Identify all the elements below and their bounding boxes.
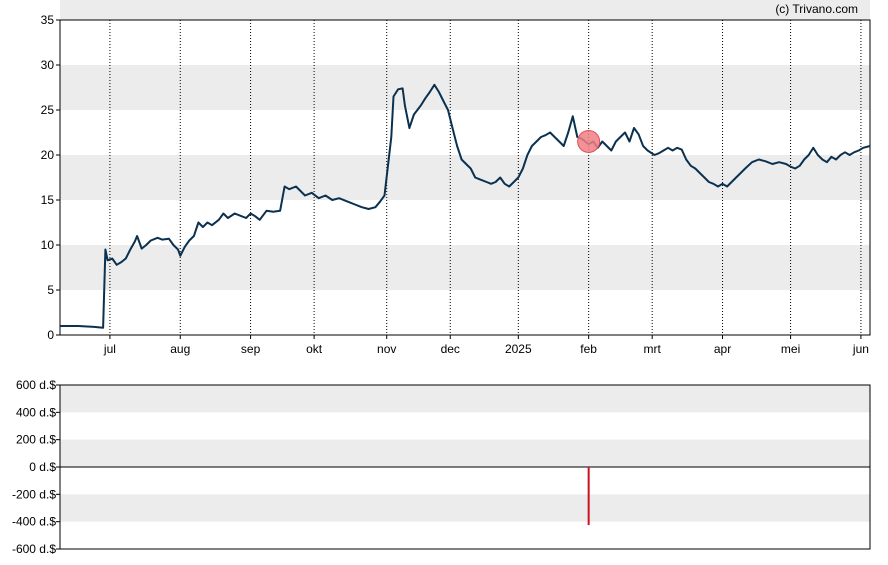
volume-y-tick-label: 200 d.$ [16, 433, 56, 447]
price-grid-band [60, 0, 870, 20]
event-marker [577, 130, 601, 153]
x-tick-label-mei: mei [781, 342, 800, 356]
price-panel-series [60, 83, 871, 329]
x-tick-label-nov: nov [377, 342, 396, 356]
price-grid-band [60, 65, 870, 110]
y-tick-label-30: 30 [41, 58, 55, 72]
price-grid-band [60, 245, 870, 290]
chart-credit: (c) Trivano.com [775, 2, 858, 16]
volume-y-tick-label: 400 d.$ [16, 405, 56, 419]
y-tick-label-10: 10 [41, 238, 55, 252]
price-panel-bands [60, 0, 870, 290]
volume-y-tick-label: -400 d.$ [12, 515, 56, 529]
y-tick-label-5: 5 [47, 283, 54, 297]
volume-panel-bands [60, 385, 870, 522]
x-tick-label-apr: apr [714, 342, 731, 356]
volume-grid-band [60, 385, 870, 413]
x-tick-label-aug: aug [170, 342, 190, 356]
price-line [60, 83, 871, 329]
y-tick-label-0: 0 [47, 328, 54, 342]
x-tick-label-okt: okt [306, 342, 323, 356]
volume-grid-band [60, 494, 870, 522]
x-tick-label-dec: dec [441, 342, 460, 356]
price-panel-frame [59, 19, 871, 336]
y-tick-label-15: 15 [41, 193, 55, 207]
x-tick-label-mrt: mrt [644, 342, 662, 356]
price-panel-x-axis: jul aug sep okt nov dec 2025 feb mrt apr mei jun [103, 335, 869, 356]
x-tick-label-jun: jun [852, 342, 869, 356]
x-tick-label-feb: feb [580, 342, 597, 356]
volume-y-tick-label: -600 d.$ [12, 542, 56, 556]
x-tick-label-jul: jul [103, 342, 116, 356]
volume-grid-band [60, 439, 870, 467]
y-tick-label-25: 25 [41, 103, 55, 117]
y-tick-label-35: 35 [41, 13, 55, 27]
volume-y-tick-label: 0 d.$ [29, 460, 56, 474]
volume-y-tick-label: 600 d.$ [16, 378, 56, 392]
volume-y-tick-label: -200 d.$ [12, 487, 56, 501]
price-panel-border [59, 19, 871, 336]
x-tick-label-sep: sep [241, 342, 261, 356]
price-panel-y-axis: 0 5 10 15 20 25 30 35 [41, 13, 60, 342]
volume-panel-y-axis: 600 d.$ 400 d.$ 200 d.$ 0 d.$ -200 d.$ -400 d… [12, 378, 60, 556]
x-tick-label-2025: 2025 [505, 342, 532, 356]
y-tick-label-20: 20 [41, 148, 55, 162]
